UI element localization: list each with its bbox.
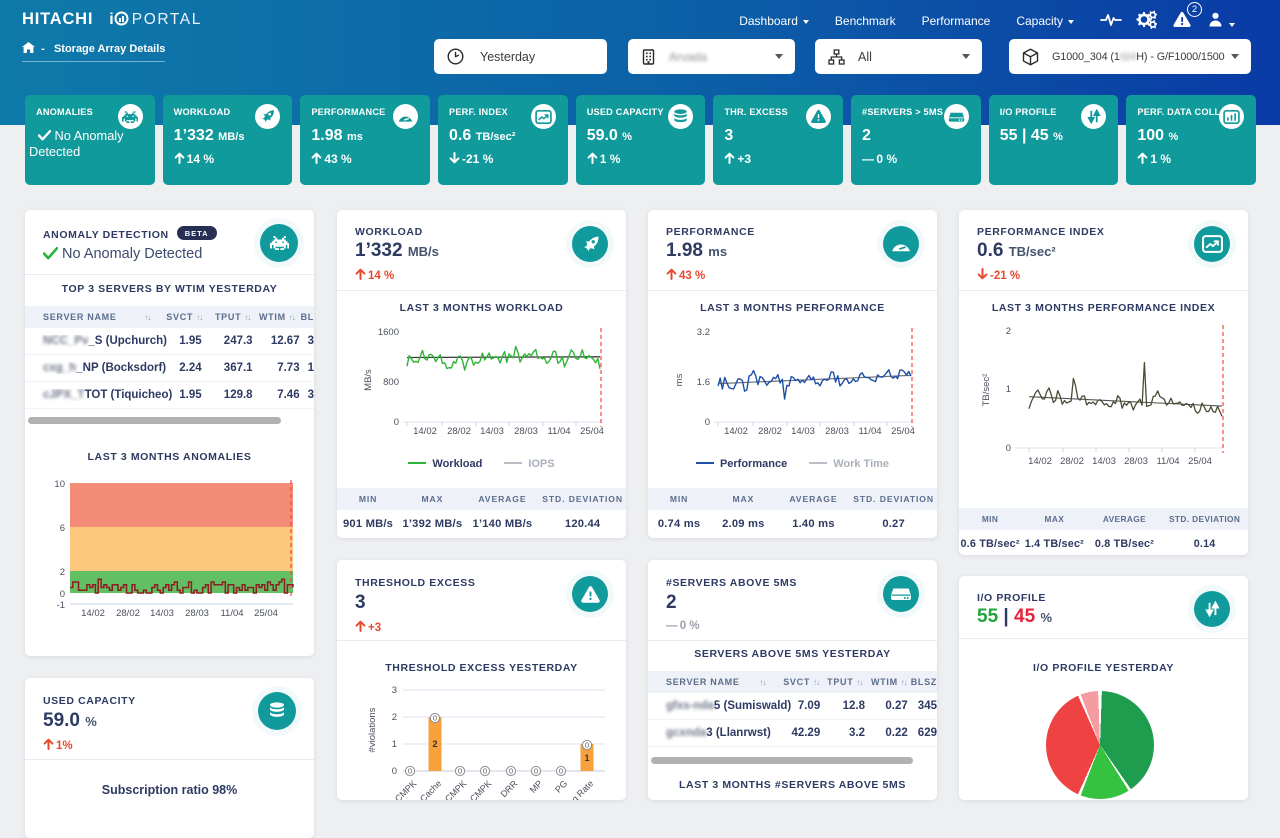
svg-text:ing Rate: ing Rate — [565, 778, 596, 800]
svg-text:1: 1 — [584, 753, 589, 763]
svg-text:0: 0 — [60, 589, 65, 600]
svg-text:11/04: 11/04 — [1156, 456, 1179, 467]
svg-text:DRR: DRR — [499, 778, 520, 799]
svg-text:14/03: 14/03 — [1092, 456, 1116, 467]
svg-text:MPA CMPK: MPA CMPK — [378, 778, 418, 800]
svg-text:28/02: 28/02 — [1060, 456, 1084, 467]
svg-text:1600: 1600 — [378, 327, 399, 338]
svg-text:11/04: 11/04 — [220, 608, 243, 619]
svg-text:14/02: 14/02 — [1028, 456, 1052, 467]
svg-text:0: 0 — [509, 767, 513, 776]
svg-text:1.6: 1.6 — [697, 377, 710, 388]
svg-text:28/02: 28/02 — [758, 426, 782, 437]
svg-text:1: 1 — [1006, 384, 1011, 395]
svg-text:0: 0 — [1006, 443, 1011, 454]
svg-text:0: 0 — [534, 767, 538, 776]
svg-text:3: 3 — [392, 685, 397, 696]
svg-text:0: 0 — [483, 767, 487, 776]
svg-text:11/04: 11/04 — [547, 426, 570, 437]
svg-text:14/02: 14/02 — [81, 608, 105, 619]
svg-text:28/02: 28/02 — [447, 426, 471, 437]
svg-text:28/03: 28/03 — [514, 426, 538, 437]
svg-text:ms: ms — [674, 373, 685, 386]
svg-text:0: 0 — [392, 766, 397, 777]
svg-text:#violations: #violations — [367, 707, 378, 752]
svg-text:10: 10 — [54, 479, 65, 490]
svg-text:25/04: 25/04 — [891, 426, 915, 437]
svg-text:0: 0 — [394, 417, 399, 428]
svg-text:28/02: 28/02 — [116, 608, 140, 619]
svg-text:2: 2 — [432, 739, 437, 749]
svg-text:14/03: 14/03 — [480, 426, 504, 437]
svg-text:25/04: 25/04 — [1188, 456, 1212, 467]
svg-text:MP: MP — [528, 778, 545, 795]
svg-text:28/03: 28/03 — [1124, 456, 1148, 467]
svg-text:800: 800 — [383, 377, 399, 388]
svg-text:TB/sec²: TB/sec² — [981, 374, 992, 407]
svg-text:0: 0 — [433, 714, 437, 723]
svg-text:14/02: 14/02 — [413, 426, 437, 437]
svg-text:14/03: 14/03 — [791, 426, 815, 437]
svg-text:MB/s: MB/s — [363, 369, 374, 391]
svg-text:0: 0 — [705, 417, 710, 428]
svg-text:2: 2 — [1006, 326, 1011, 337]
svg-text:1: 1 — [392, 739, 397, 750]
svg-text:11/04: 11/04 — [858, 426, 881, 437]
svg-text:0: 0 — [458, 767, 462, 776]
svg-text:25/04: 25/04 — [580, 426, 604, 437]
svg-text:0: 0 — [408, 767, 412, 776]
svg-text:3.2: 3.2 — [697, 327, 710, 338]
svg-text:0: 0 — [585, 741, 589, 750]
svg-text:2: 2 — [392, 712, 397, 723]
svg-text:6: 6 — [60, 523, 65, 534]
svg-text:28/03: 28/03 — [825, 426, 849, 437]
svg-text:14/02: 14/02 — [724, 426, 748, 437]
svg-text:25/04: 25/04 — [254, 608, 278, 619]
svg-text:0: 0 — [559, 767, 563, 776]
svg-text:2: 2 — [60, 567, 65, 578]
svg-text:PG: PG — [553, 778, 569, 794]
svg-text:14/03: 14/03 — [150, 608, 174, 619]
svg-text:28/03: 28/03 — [185, 608, 209, 619]
svg-text:-1: -1 — [57, 600, 65, 611]
